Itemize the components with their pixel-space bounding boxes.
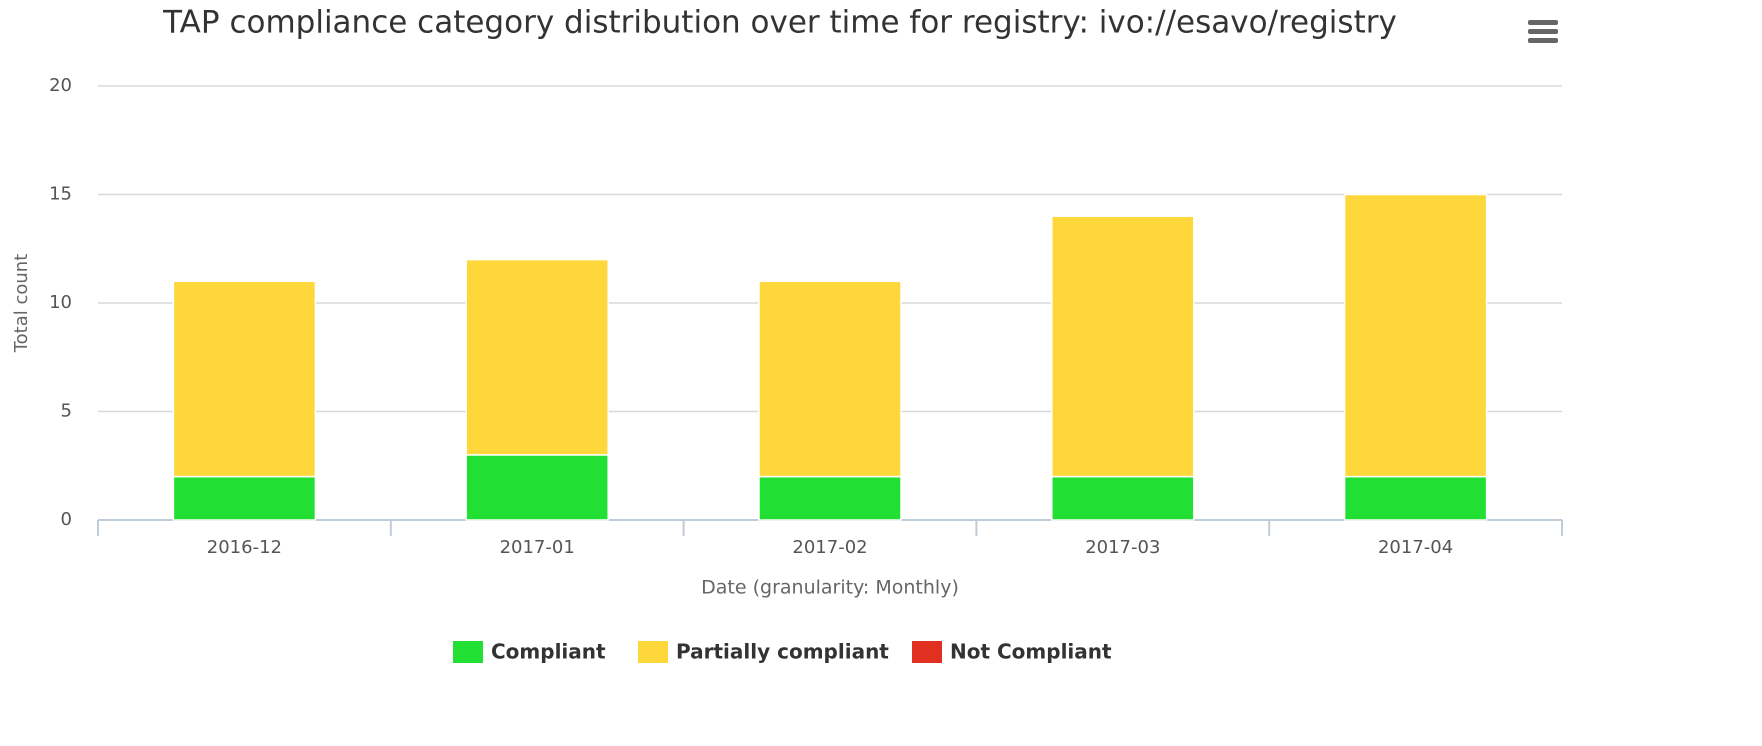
y-axis-label: Total count [11,254,32,354]
bar-segment [465,258,609,456]
menu-icon[interactable] [1528,20,1558,43]
bar-segment [1051,215,1195,478]
x-axis-label: Date (granularity: Monthly) [701,577,959,599]
y-tick-label: 0 [61,509,72,530]
x-tick-label: 2017-01 [500,537,575,558]
y-tick-label: 10 [49,292,72,313]
bar-segment [1343,193,1488,478]
legend-swatch [912,641,942,663]
x-tick-label: 2017-04 [1378,537,1453,558]
x-tick-label: 2017-02 [792,537,867,558]
x-tick-label: 2017-03 [1085,537,1160,558]
chart-title: TAP compliance category distribution ove… [162,5,1397,41]
y-tick-label: 15 [49,184,72,205]
legend-swatch [453,641,483,663]
legend-label: Partially compliant [676,640,889,664]
y-tick-label: 20 [49,75,72,96]
bar-segment [172,475,317,521]
bar-segment [1343,475,1488,521]
y-tick-label: 5 [61,401,72,422]
bar-segment [758,280,902,478]
bar-segment [1051,475,1195,521]
bar-segment [758,475,902,521]
bar-segment [465,454,609,521]
legend-label: Not Compliant [950,640,1112,664]
legend-swatch [638,641,668,663]
bar-segment [172,280,317,478]
legend-label: Compliant [491,640,606,664]
x-tick-label: 2016-12 [207,537,282,558]
